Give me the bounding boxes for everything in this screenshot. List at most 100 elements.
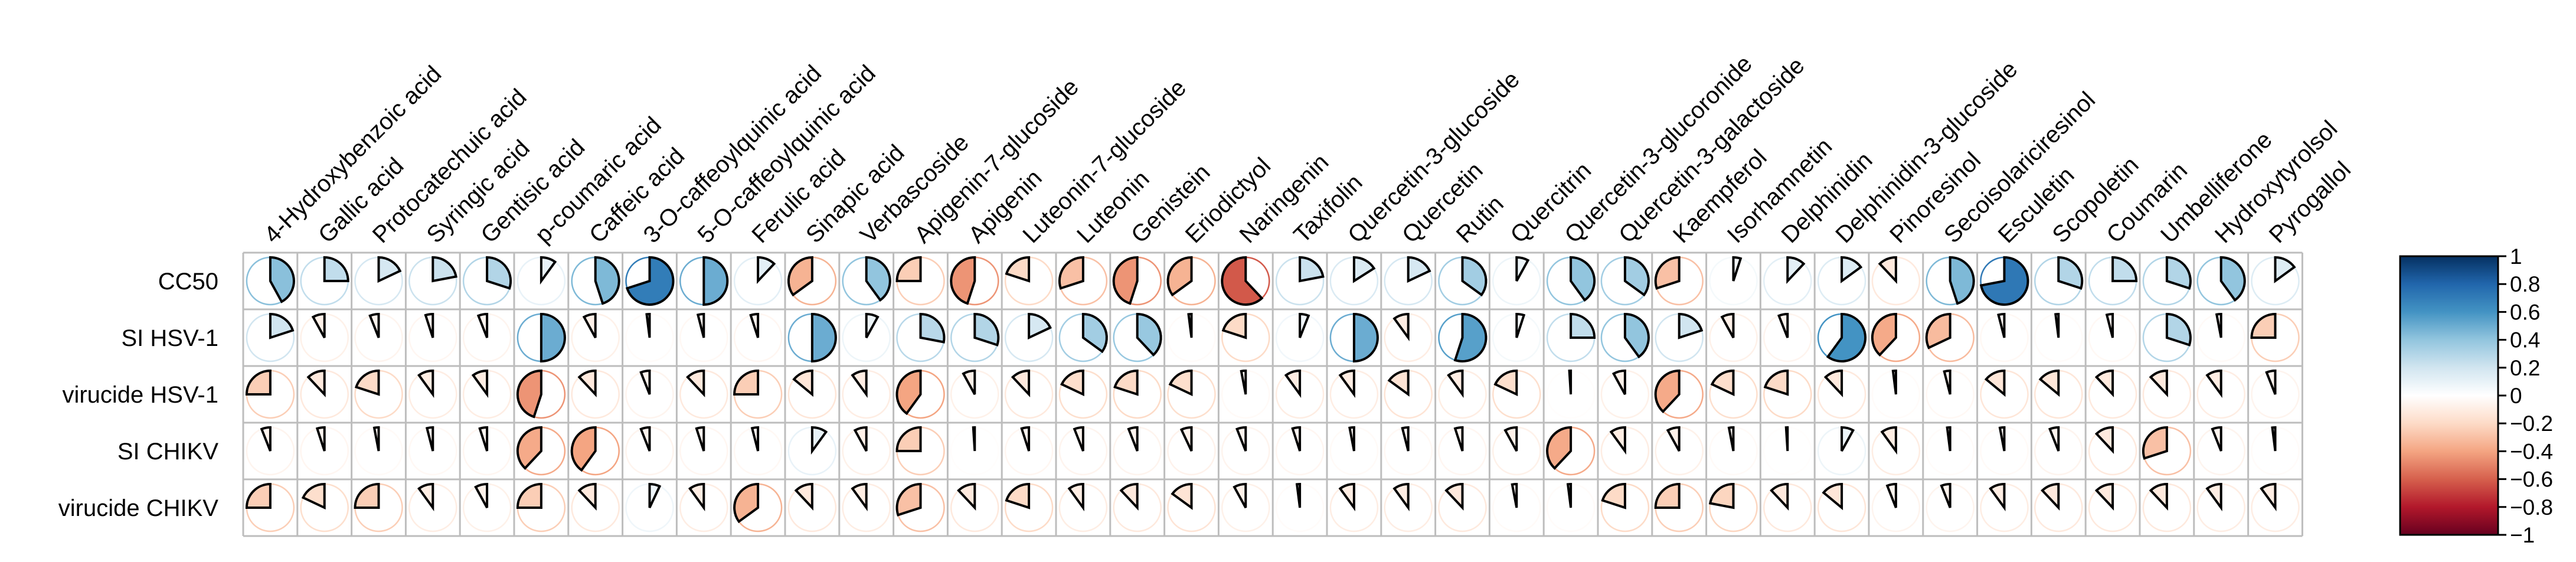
pie-slice — [1654, 369, 1681, 413]
pie-cell — [625, 426, 674, 476]
pie-slice — [1240, 369, 1247, 395]
pie-cell — [1167, 312, 1216, 362]
pie-cell — [1655, 426, 1704, 476]
pie-slice — [810, 426, 828, 455]
pie-slice — [1666, 426, 1681, 452]
pie-cell — [570, 426, 620, 476]
pie-slice — [1515, 256, 1530, 282]
pie-slice — [895, 482, 922, 517]
pie-slice — [582, 312, 597, 338]
pie-slice — [1784, 426, 1789, 452]
pie-slice — [1187, 312, 1193, 338]
pie-slice — [1005, 256, 1031, 283]
pie-cell — [1221, 482, 1270, 532]
pie-cell — [1817, 369, 1866, 419]
pie-cell — [1492, 369, 1541, 419]
pie-slice — [1166, 256, 1193, 297]
pie-slice — [950, 256, 976, 305]
pie-slice — [354, 369, 380, 396]
pie-slice — [2165, 312, 2192, 347]
pie-cell — [733, 482, 783, 532]
pie-cell — [679, 482, 728, 532]
pie-slice — [1654, 256, 1681, 290]
colorbar-tick-label: 0.4 — [2510, 328, 2540, 352]
pie-slice — [368, 312, 380, 338]
pie-slice — [1949, 256, 1975, 305]
pie-cell — [1654, 482, 1704, 532]
pie-slice — [594, 256, 620, 305]
pie-slice — [1338, 482, 1355, 512]
pie-slice — [1989, 482, 2006, 512]
pie-slice — [973, 312, 1000, 347]
pie-slice — [645, 312, 651, 338]
pie-slice — [2250, 312, 2277, 339]
pie-cell — [2088, 256, 2138, 306]
pie-cell — [1275, 369, 1325, 419]
pie-cell — [1329, 482, 1379, 532]
pie-cell — [246, 256, 295, 306]
pie-cell — [2034, 256, 2084, 306]
pie-slice — [648, 482, 662, 508]
pie-slice — [1005, 482, 1031, 509]
pie-slice — [733, 482, 760, 524]
row-label: virucide CHIKV — [58, 495, 219, 521]
colorbar-tick-label: 0.2 — [2510, 356, 2540, 380]
pie-slice — [516, 426, 542, 470]
pie-slice — [354, 482, 380, 509]
pie-slice — [1447, 369, 1464, 398]
pie-slice — [1299, 312, 1310, 338]
pie-slice — [1407, 256, 1431, 283]
pie-cell — [354, 256, 403, 306]
pie-cell — [1546, 256, 1596, 306]
pie-cell — [2142, 482, 2192, 532]
pie-cell — [408, 482, 457, 532]
pie-cell — [895, 256, 945, 306]
pie-cell — [1709, 369, 1758, 419]
pie-slice — [1352, 312, 1379, 363]
pie-slice — [1710, 369, 1735, 397]
pie-slice — [315, 426, 326, 452]
pie-slice — [695, 426, 705, 452]
pie-cell — [2196, 256, 2246, 306]
pie-slice — [540, 256, 557, 285]
row-label: SI HSV-1 — [121, 325, 218, 351]
pie-cell — [679, 312, 728, 362]
pie-slice — [1841, 426, 1855, 452]
pie-cell — [462, 369, 512, 419]
pie-slice — [1609, 426, 1626, 455]
pie-cell — [1709, 256, 1758, 306]
pie-cell — [1546, 369, 1596, 419]
pie-cell — [1275, 256, 1325, 306]
pie-cell — [733, 256, 783, 306]
pie-cell — [1004, 482, 1054, 532]
pie-cell — [462, 482, 512, 532]
pie-cell — [2034, 369, 2083, 419]
pie-cell — [2088, 482, 2137, 532]
pie-cell — [895, 426, 945, 476]
grid — [242, 251, 2303, 537]
pie-cell — [1166, 256, 1216, 306]
pie-cell — [1113, 312, 1162, 362]
pie-slice — [1444, 482, 1464, 511]
pie-cell — [408, 256, 457, 306]
pie-cell — [1275, 312, 1325, 362]
pie-cell — [1438, 256, 1488, 306]
pie-cell — [1492, 482, 1541, 532]
pie-cell — [842, 369, 891, 419]
pie-slice — [962, 369, 976, 395]
pie-slice — [895, 369, 922, 416]
pie-cell — [2250, 312, 2300, 362]
pie-cell — [571, 256, 620, 306]
pie-cell — [2142, 426, 2192, 476]
pie-cell — [516, 482, 566, 532]
pie-slice — [2094, 369, 2114, 398]
pie-cell — [516, 256, 566, 306]
pie-slice — [1291, 426, 1302, 452]
pie-cell — [1058, 369, 1108, 419]
pie-slice — [1880, 426, 1897, 455]
pie-cell — [1926, 256, 1975, 306]
pie-cell — [2088, 426, 2137, 476]
pie-cell — [1113, 482, 1162, 532]
pie-cell — [1004, 256, 1054, 306]
pie-slice — [1984, 369, 2006, 397]
